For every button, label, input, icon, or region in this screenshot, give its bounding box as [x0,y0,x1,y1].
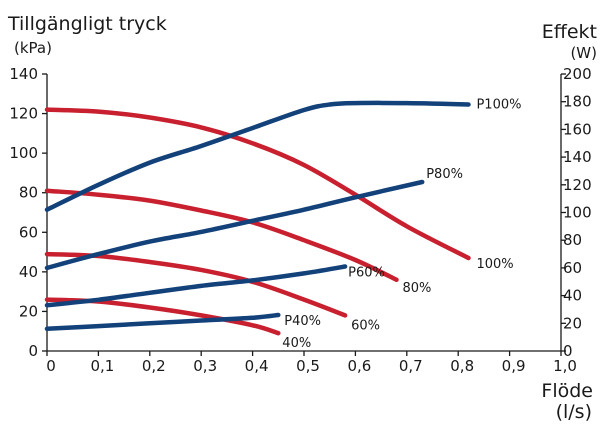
right-tick-label: 160 [563,120,592,138]
right-tick-label: 40 [563,287,582,305]
x-tick-label: 0,6 [347,357,371,375]
left-axis-unit: (kPa) [14,39,52,57]
right-tick-label: 100 [563,204,592,222]
left-tick-label: 0 [28,342,38,360]
right-tick-label: 200 [563,65,592,83]
series-p60-pct-label: P60% [348,266,385,281]
left-tick-label: 80 [19,184,38,202]
right-tick-label: 80 [563,231,582,249]
x-tick-label: 0,7 [399,357,423,375]
series-100-pct-label: 100% [476,257,513,272]
x-tick-label: 0,3 [193,357,217,375]
series-p60-pct-line [44,264,348,308]
x-tick-label: 0,4 [245,357,269,375]
right-axis-unit: (W) [570,44,597,62]
right-axis-title: Effekt [542,21,597,43]
x-tick-label: 0,1 [90,357,114,375]
series-p80-pct-label: P80% [426,167,463,182]
left-tick-label: 120 [9,105,38,123]
x-tick-label: 1,0 [553,357,577,375]
right-tick-label: 180 [563,93,592,111]
right-tick-label: 60 [563,259,582,277]
right-tick-label: 20 [563,314,582,332]
x-tick-label: 0,9 [502,357,526,375]
left-tick-label: 60 [19,223,38,241]
series-p100-pct-line [44,100,471,212]
right-tick-label: 120 [563,176,592,194]
series-60-pct-label: 60% [351,318,380,333]
right-tick-label: 0 [563,342,573,360]
series-p40-pct-line [44,312,281,332]
x-axis-title: Flöde [541,380,593,402]
series-40-pct-label: 40% [282,336,311,351]
left-axis-title: Tillgängligt tryck [7,13,167,35]
left-tick-label: 20 [19,302,38,320]
x-axis-unit: (l/s) [556,401,592,423]
tick-labels: 0 20 40 60 80 100 120 140 0 20 40 60 80 100 120 140 160 1… [9,65,591,375]
series-lines [44,100,471,336]
left-tick-label: 100 [9,144,38,162]
right-tick-label: 140 [563,148,592,166]
series-p100-pct-label: P100% [476,97,521,112]
left-tick-label: 40 [19,263,38,281]
series-labels: 100% 80% 60% 40% P100% P80% P60% P40% [282,97,521,351]
series-p40-pct-label: P40% [284,314,321,329]
series-100-pct-line [44,107,471,261]
x-tick-label: 0,5 [296,357,320,375]
x-tick-label: 0,2 [142,357,166,375]
x-tick-label: 0,8 [450,357,474,375]
series-80-pct-label: 80% [403,281,432,296]
x-tick-label: 0 [46,357,56,375]
left-tick-label: 140 [9,65,38,83]
series-80-pct-line [44,188,399,283]
series-p80-pct-line [44,179,425,271]
